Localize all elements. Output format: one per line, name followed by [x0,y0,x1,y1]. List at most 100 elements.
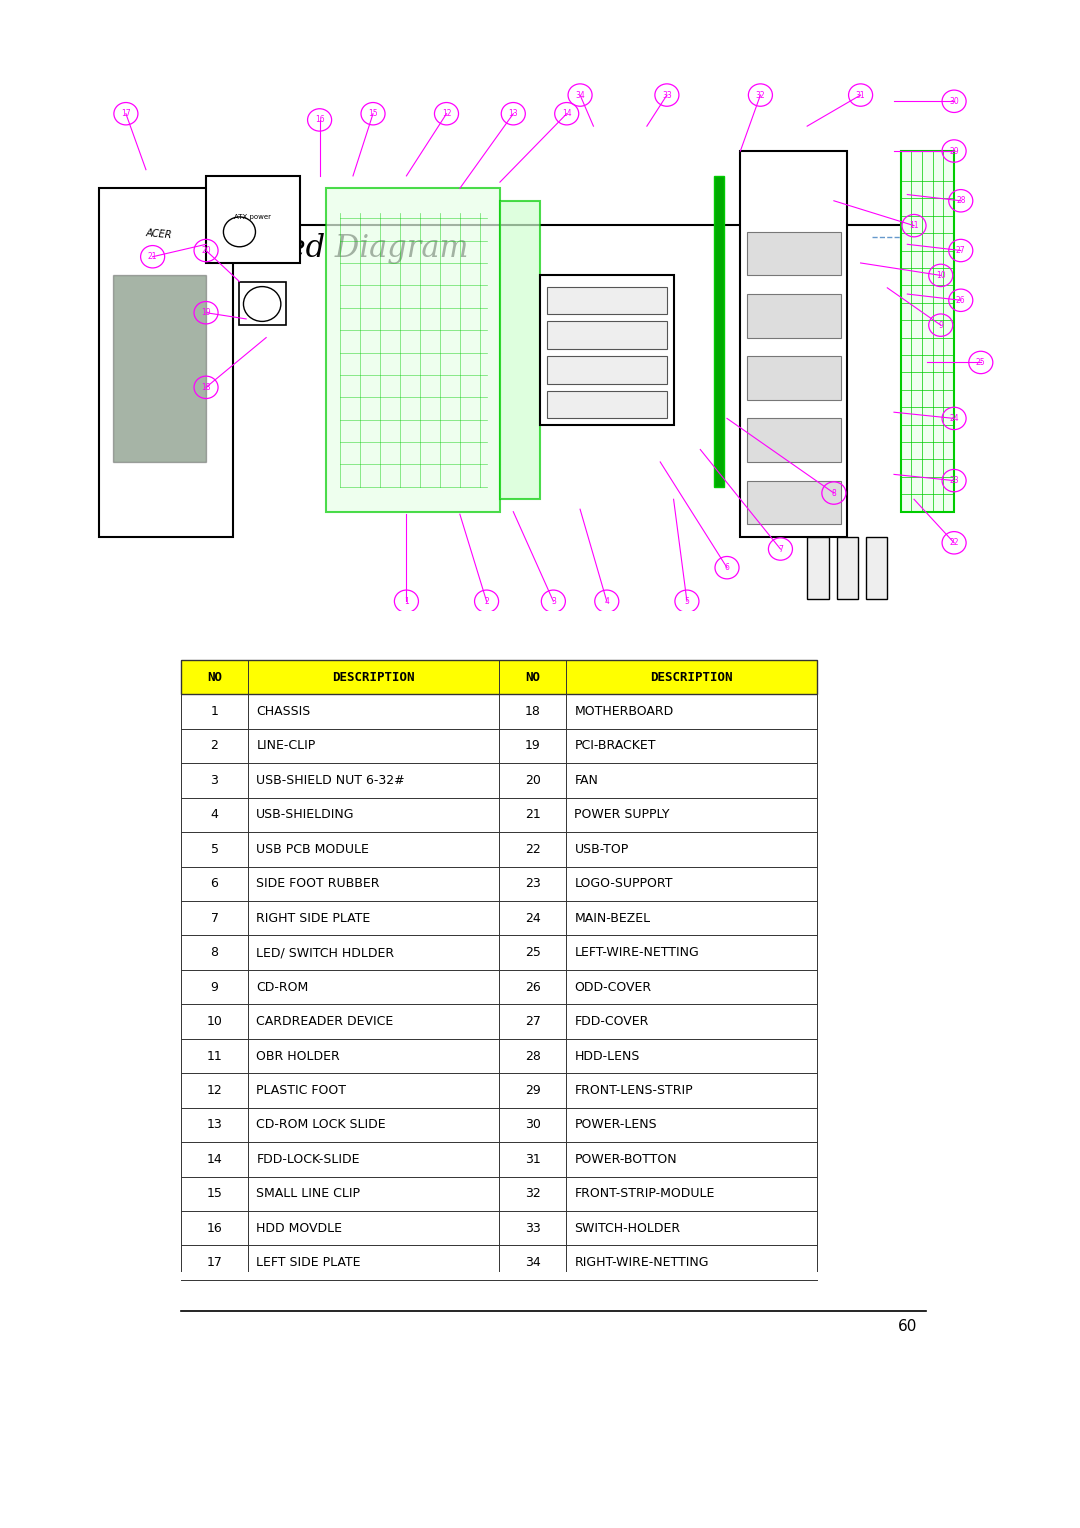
Text: 2: 2 [211,740,218,752]
Text: CD-ROM: CD-ROM [256,981,309,993]
Text: 4: 4 [211,808,218,822]
Bar [837,536,858,599]
Text: 8: 8 [211,946,218,960]
Text: 27: 27 [525,1015,540,1028]
Bar [181,1245,818,1280]
Text: 17: 17 [121,108,131,118]
Text: 34: 34 [576,90,585,99]
Text: 11: 11 [206,1050,222,1062]
Text: 8: 8 [832,489,836,498]
Text: 19: 19 [525,740,540,752]
Text: 19: 19 [201,309,211,318]
Text: 23: 23 [525,877,540,891]
Text: 28: 28 [525,1050,540,1062]
Text: 26: 26 [956,296,966,304]
Text: 25: 25 [976,358,986,367]
Text: 33: 33 [662,90,672,99]
Text: MOTHERBOARD: MOTHERBOARD [575,704,674,718]
Text: 20: 20 [201,246,211,255]
Text: SWITCH-HOLDER: SWITCH-HOLDER [575,1222,680,1235]
Bar [181,1039,818,1073]
Text: 9: 9 [211,981,218,993]
Text: 33: 33 [525,1222,540,1235]
Text: 11: 11 [909,222,919,231]
Text: 10: 10 [936,270,946,280]
Bar [181,798,818,833]
Text: 17: 17 [206,1256,222,1270]
Text: 18: 18 [525,704,540,718]
Text: 25: 25 [525,946,540,960]
Text: 30: 30 [525,1118,540,1131]
Text: RIGHT SIDE PLATE: RIGHT SIDE PLATE [256,912,370,924]
Text: 27: 27 [956,246,966,255]
Text: CHASSIS: CHASSIS [256,704,311,718]
Text: 32: 32 [756,90,766,99]
Text: LEFT SIDE PLATE: LEFT SIDE PLATE [256,1256,361,1270]
Text: FDD-LOCK-SLIDE: FDD-LOCK-SLIDE [256,1152,360,1166]
Text: FAN: FAN [575,773,598,787]
Bar [901,151,954,512]
Text: 20: 20 [525,773,540,787]
Bar [181,1108,818,1141]
Text: LOGO-SUPPORT: LOGO-SUPPORT [575,877,673,891]
Text: POWER-LENS: POWER-LENS [575,1118,657,1131]
Text: 31: 31 [855,90,865,99]
Text: 23: 23 [949,477,959,484]
Text: 5: 5 [685,597,689,605]
Text: 15: 15 [206,1187,222,1201]
Text: 14: 14 [206,1152,222,1166]
Bar [181,660,818,694]
Bar [747,481,840,524]
Bar [546,391,666,419]
Text: HDD-LENS: HDD-LENS [575,1050,639,1062]
Bar [807,536,828,599]
Text: CD-ROM LOCK SLIDE: CD-ROM LOCK SLIDE [256,1118,386,1131]
Text: 22: 22 [949,538,959,547]
Text: FDD-COVER: FDD-COVER [575,1015,649,1028]
Bar [181,694,818,729]
Text: 29: 29 [525,1083,540,1097]
Text: USB-SHIELD NUT 6-32#: USB-SHIELD NUT 6-32# [256,773,405,787]
Bar [540,275,674,425]
Text: DESCRIPTION: DESCRIPTION [650,671,733,683]
Text: 29: 29 [949,147,959,156]
Bar [747,293,840,338]
Bar [500,200,540,500]
Bar [326,188,500,512]
Text: 18: 18 [201,384,211,391]
Text: MAIN-BEZEL: MAIN-BEZEL [575,912,650,924]
Text: 30: 30 [949,96,959,105]
Bar [181,762,818,798]
Bar [866,536,888,599]
Bar [181,1073,818,1108]
Text: PLASTIC FOOT: PLASTIC FOOT [256,1083,347,1097]
Bar [112,275,206,461]
Text: 7: 7 [778,544,783,553]
Text: ODD-COVER: ODD-COVER [575,981,651,993]
Text: FRONT-STRIP-MODULE: FRONT-STRIP-MODULE [575,1187,715,1201]
Text: 15: 15 [368,108,378,118]
Text: 14: 14 [562,108,571,118]
Text: 6: 6 [211,877,218,891]
Text: ATX power: ATX power [234,214,271,220]
Text: CARDREADER DEVICE: CARDREADER DEVICE [256,1015,393,1028]
Text: HDD MOVDLE: HDD MOVDLE [256,1222,342,1235]
Text: 12: 12 [206,1083,222,1097]
Text: 9: 9 [939,321,943,330]
Text: 22: 22 [525,843,540,856]
Text: PCI-BRACKET: PCI-BRACKET [575,740,656,752]
Text: 1: 1 [211,704,218,718]
Bar [181,866,818,902]
Text: RIGHT-WIRE-NETTING: RIGHT-WIRE-NETTING [575,1256,708,1270]
Bar [181,1141,818,1177]
Text: USB-SHIELDING: USB-SHIELDING [256,808,355,822]
Text: 60: 60 [899,1319,918,1334]
Text: 24: 24 [949,414,959,423]
Text: 1: 1 [404,597,409,605]
Text: 16: 16 [206,1222,222,1235]
Text: 5: 5 [211,843,218,856]
Text: LINE-CLIP: LINE-CLIP [256,740,315,752]
Text: 12: 12 [442,108,451,118]
Bar [99,188,233,536]
Bar [181,902,818,935]
